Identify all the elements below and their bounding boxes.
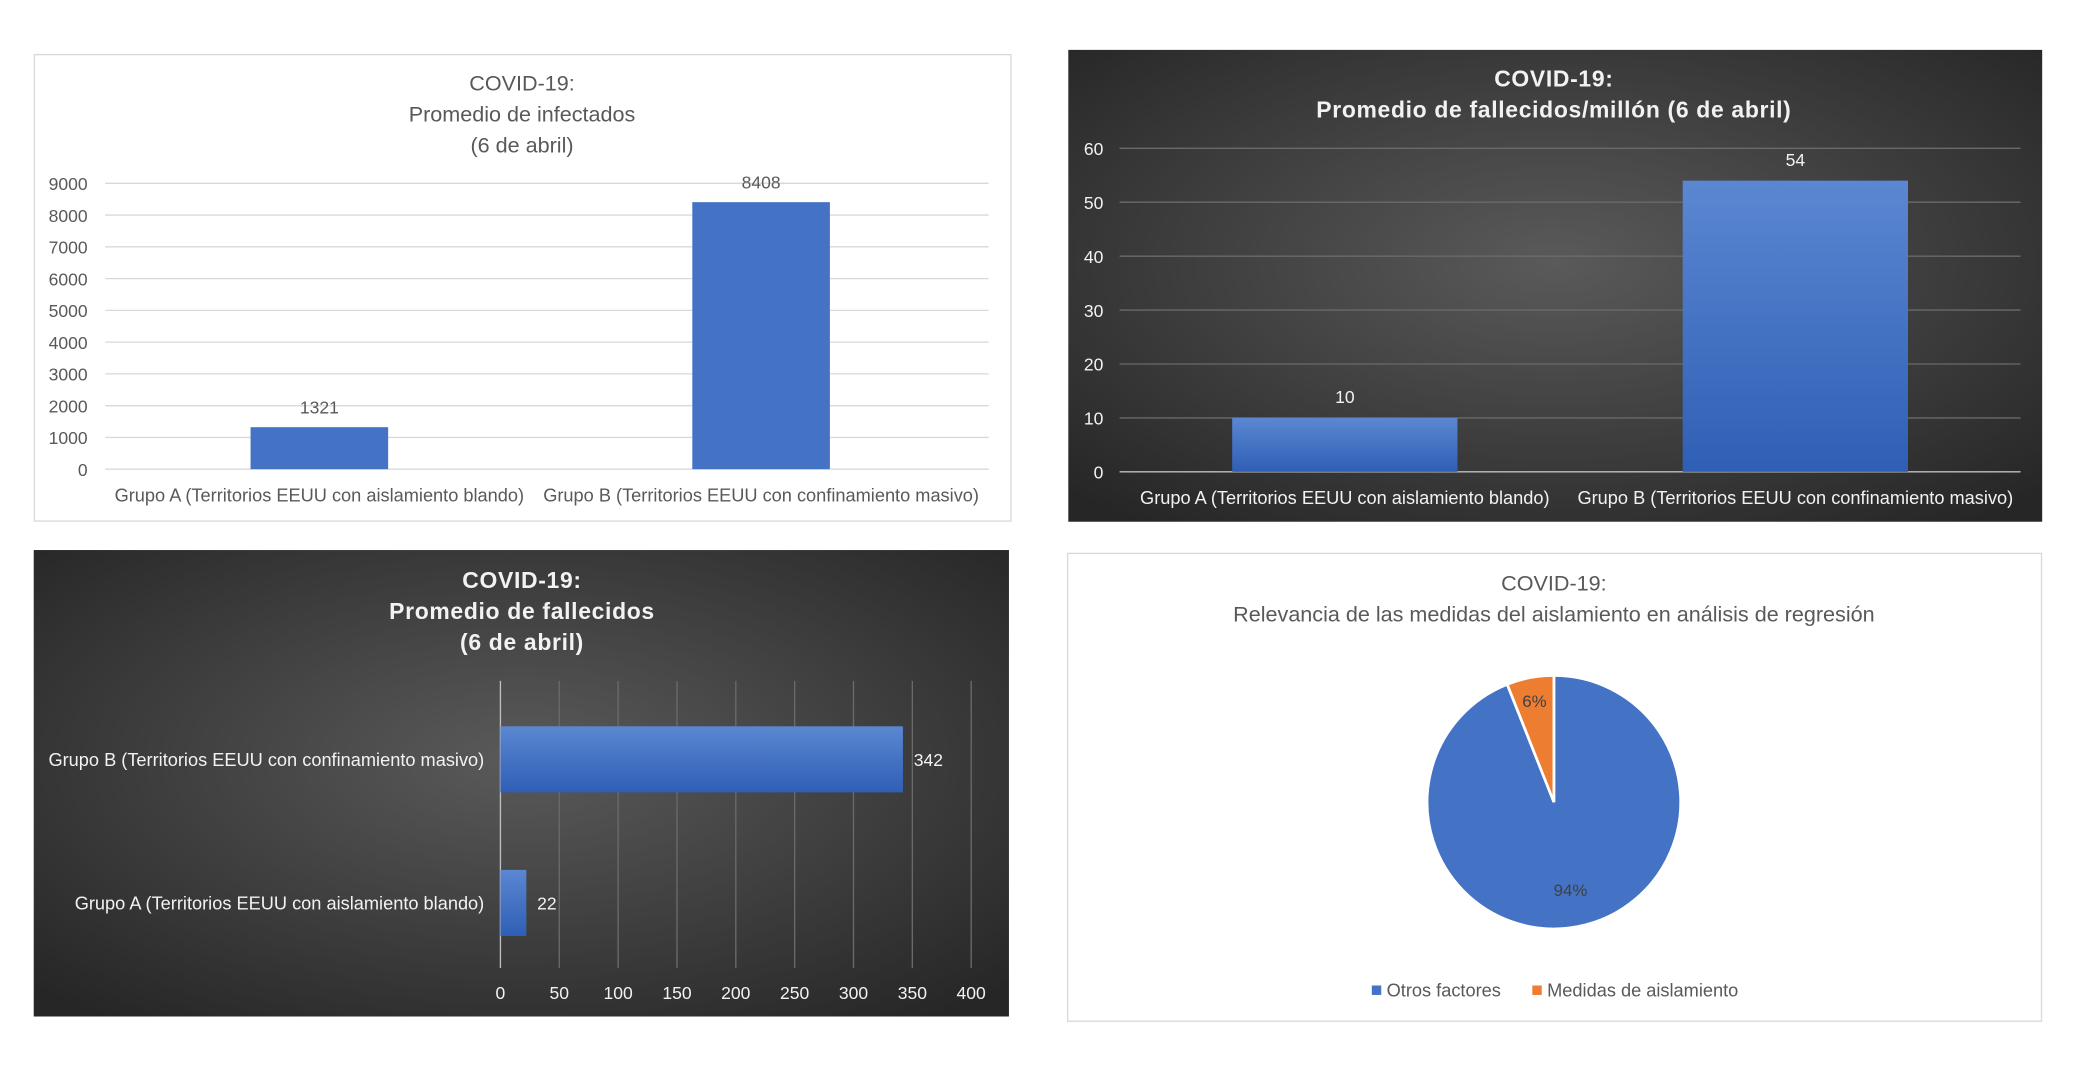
chart-title-line: Promedio de fallecidos/millón (6 de abri… — [1316, 96, 1791, 122]
data-label: 10 — [1335, 387, 1355, 407]
chart-title-line: Promedio de infectados — [409, 101, 636, 126]
x-tick-label: 400 — [957, 983, 986, 1003]
y-tick-label: 1000 — [49, 428, 88, 448]
bar — [500, 726, 903, 793]
x-category-label: Grupo A (Territorios EEUU con aislamient… — [1140, 488, 1550, 508]
y-tick-label: 2000 — [49, 396, 88, 416]
y-tick-label: 10 — [1084, 409, 1104, 429]
y-tick-label: 0 — [1094, 463, 1104, 483]
y-tick-label: 30 — [1084, 301, 1104, 321]
data-label: 342 — [914, 750, 943, 770]
y-tick-label: 5000 — [49, 301, 88, 321]
y-tick-label: 40 — [1084, 247, 1104, 267]
chart-title-line: COVID-19: — [462, 567, 581, 593]
x-tick-label: 300 — [839, 983, 868, 1003]
x-tick-label: 200 — [721, 983, 750, 1003]
y-tick-label: 6000 — [49, 269, 88, 289]
chart-title-line: (6 de abril) — [470, 132, 573, 157]
y-category-label: Grupo B (Territorios EEUU con confinamie… — [48, 750, 484, 770]
x-category-label: Grupo B (Territorios EEUU con confinamie… — [543, 486, 979, 506]
y-tick-label: 4000 — [49, 333, 88, 353]
chart-title-line: Relevancia de las medidas del aislamient… — [1233, 602, 1874, 627]
bar — [1232, 417, 1458, 472]
y-tick-label: 9000 — [49, 174, 88, 194]
data-label: 1321 — [300, 398, 339, 418]
bar — [500, 869, 527, 936]
y-tick-label: 7000 — [49, 238, 88, 258]
chart-frame — [33, 53, 1012, 522]
chart-title-line: COVID-19: — [469, 70, 574, 95]
bar — [250, 427, 389, 470]
legend-swatch — [1532, 985, 1542, 995]
x-tick-label: 50 — [550, 983, 570, 1003]
x-category-label: Grupo B (Territorios EEUU con confinamie… — [1577, 488, 2013, 508]
bar — [692, 202, 830, 470]
y-tick-label: 60 — [1084, 139, 1104, 159]
chart-title-line: (6 de abril) — [460, 629, 584, 655]
legend-swatch — [1371, 985, 1382, 995]
data-label: 54 — [1786, 150, 1806, 170]
y-tick-label: 20 — [1084, 355, 1104, 375]
legend-label: Medidas de aislamiento — [1547, 980, 1738, 1000]
x-category-label: Grupo A (Territorios EEUU con aislamient… — [115, 486, 525, 506]
bar — [1682, 180, 1908, 472]
x-tick-label: 250 — [780, 983, 809, 1003]
chart-fallecidos-millon: COVID-19: Promedio de fallecidos/millón (… — [1068, 49, 2043, 522]
chart-fallecidos: COVID-19: Promedio de fallecidos (6 de abr… — [33, 550, 1009, 1017]
data-label: 8408 — [742, 173, 781, 193]
y-tick-label: 0 — [78, 460, 88, 480]
chart-title-line: Promedio de fallecidos — [389, 598, 655, 624]
data-label: 22 — [537, 894, 556, 914]
x-tick-label: 150 — [662, 983, 691, 1003]
x-tick-label: 100 — [603, 983, 632, 1003]
data-label: 94% — [1554, 881, 1588, 900]
pie-slice — [1425, 674, 1683, 931]
y-tick-label: 8000 — [49, 206, 88, 226]
y-tick-label: 3000 — [49, 365, 88, 385]
chart-infectados: COVID-19: Promedio de infectados (6 de abr… — [33, 53, 1012, 522]
chart-relevancia-pie: COVID-19: Relevancia de las medidas del a… — [1066, 552, 2043, 1022]
legend-label: Otros factores — [1387, 980, 1501, 1000]
y-tick-label: 50 — [1084, 193, 1104, 213]
data-label: 6% — [1522, 692, 1546, 711]
pie-slice — [1505, 674, 1556, 803]
x-tick-label: 350 — [898, 983, 927, 1003]
chart-title-line: COVID-19: — [1494, 65, 1613, 91]
chart-title-line: COVID-19: — [1501, 570, 1606, 595]
x-tick-label: 0 — [496, 983, 506, 1003]
y-category-label: Grupo A (Territorios EEUU con aislamient… — [75, 894, 485, 914]
